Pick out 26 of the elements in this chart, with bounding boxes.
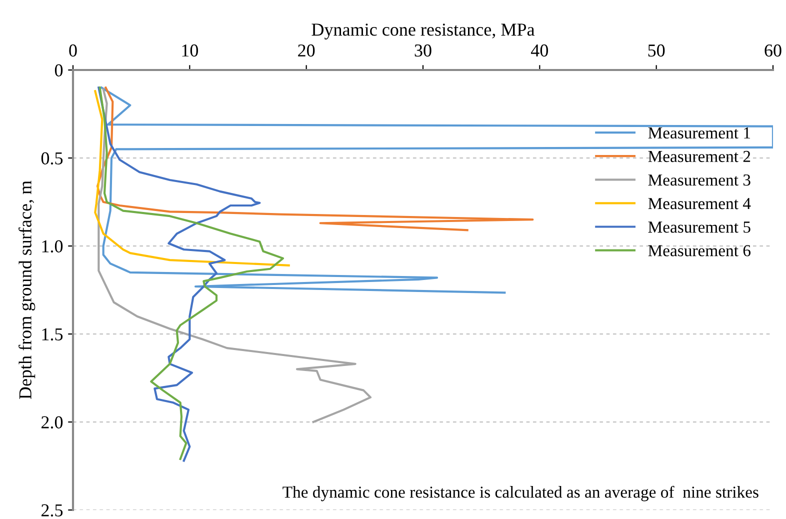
legend-label: Measurement 5 (648, 222, 750, 233)
y-tick-label: 1.0 (42, 240, 63, 253)
y-tick-label: 0.5 (41, 152, 63, 165)
y-tick-label: 2.0 (42, 416, 63, 429)
x-tick-label: 10 (182, 44, 198, 57)
x-tick-label: 50 (648, 44, 665, 57)
x-tick-label: 20 (298, 44, 315, 57)
legend-label: Measurement 4 (648, 198, 751, 210)
x-tick-label: 30 (414, 44, 432, 57)
legend-label: Measurement 2 (648, 150, 750, 162)
y-tick-label: 2.5 (42, 504, 63, 517)
legend-label: Measurement 6 (648, 245, 750, 256)
y-axis-title: Depth from ground surface, m (18, 180, 36, 400)
line-series (96, 86, 534, 232)
x-axis-title: Dynamic cone resistance, MPa (312, 24, 535, 40)
y-tick-label: 1.5 (42, 328, 63, 341)
y-tick-label: 0 (54, 64, 63, 76)
legend-label: Measurement 3 (648, 174, 750, 186)
line-series (100, 86, 773, 294)
legend-label: Measurement 1 (648, 127, 750, 139)
x-tick-label: 60 (764, 44, 782, 57)
x-tick-label: 0 (69, 44, 77, 57)
line-series (94, 90, 290, 266)
annotation: The dynamic cone resistance is calculated as an average of nine strikes (282, 486, 758, 502)
line-series (98, 88, 372, 424)
x-tick-label: 40 (530, 44, 548, 57)
